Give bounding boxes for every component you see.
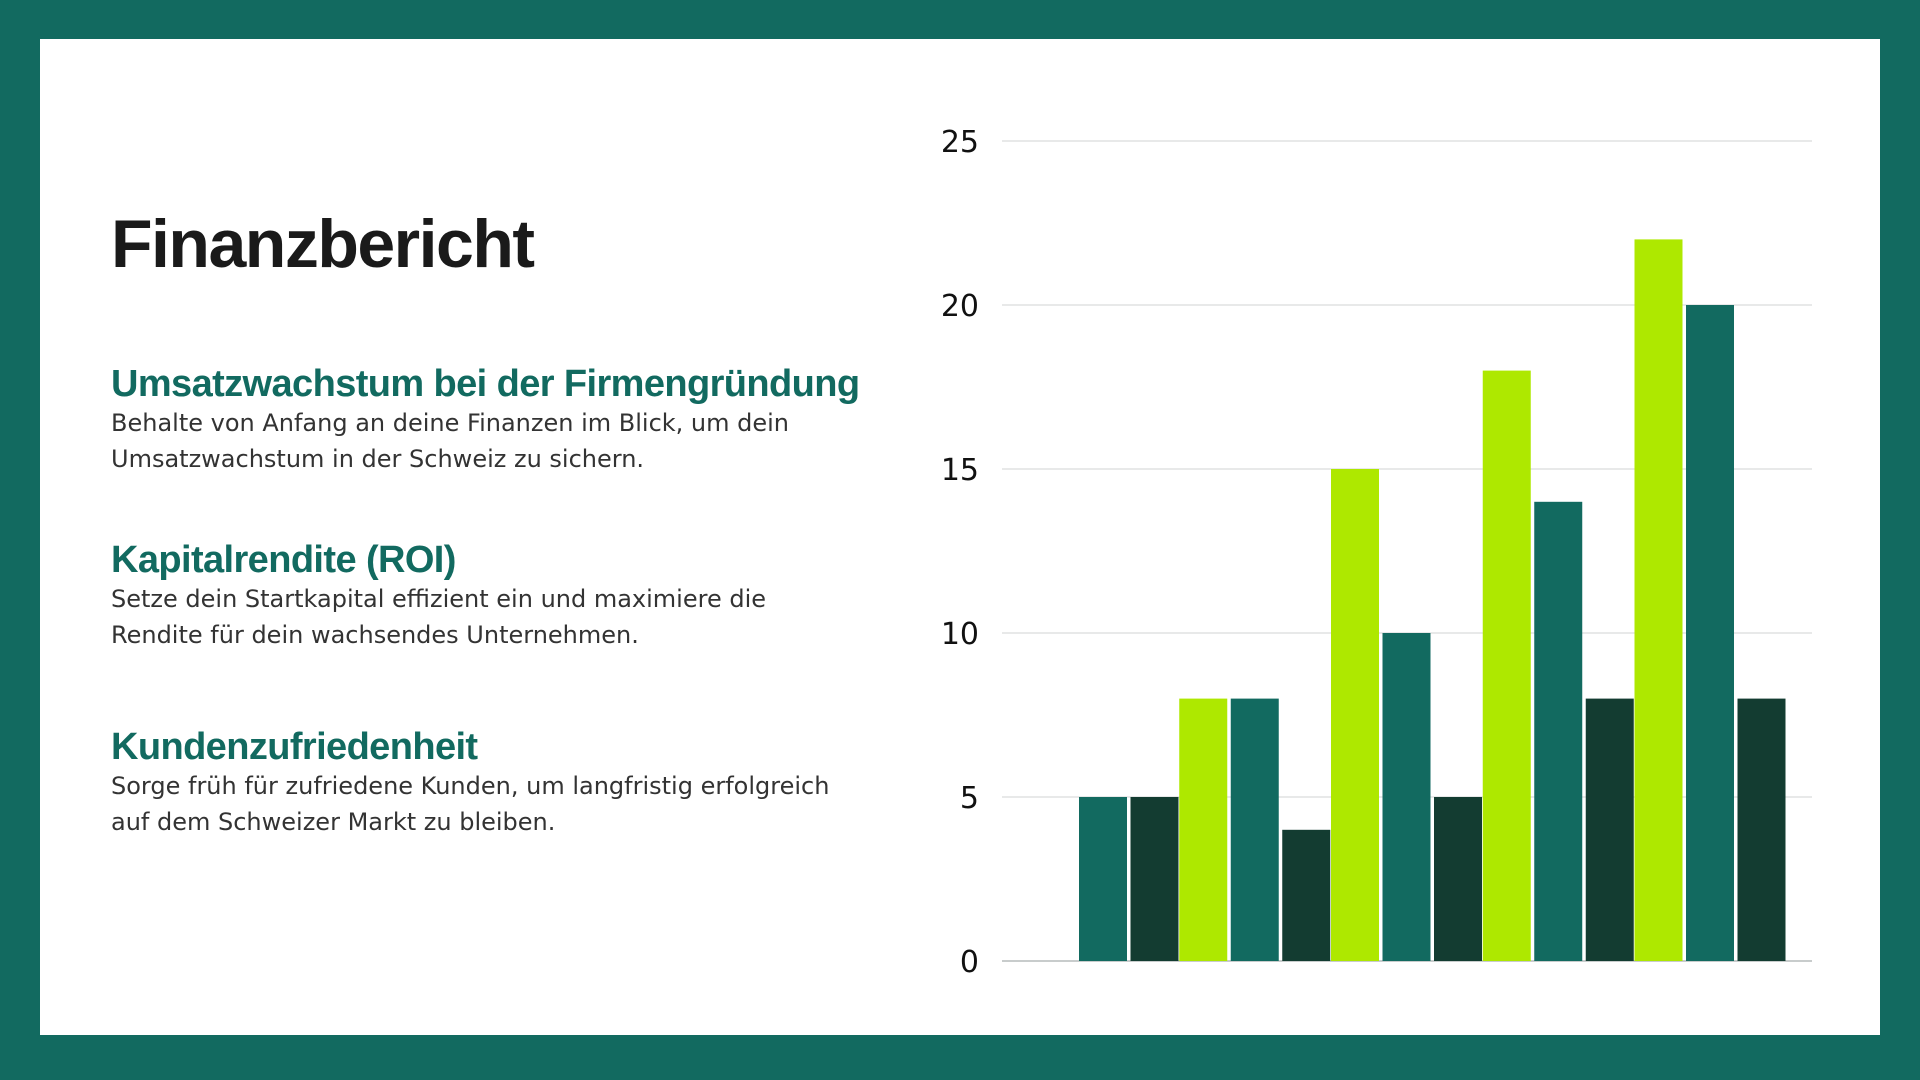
bar [1079, 797, 1127, 961]
bar [1686, 305, 1734, 961]
y-tick-label: 0 [960, 945, 979, 980]
section-text: Behalte von Anfang an deine Finanzen im … [111, 409, 790, 473]
section-text: Sorge früh für zufriedene Kunden, um lan… [111, 772, 830, 836]
y-tick-label: 25 [941, 125, 979, 160]
y-tick-label: 5 [960, 781, 979, 816]
y-tick-label: 20 [941, 289, 979, 324]
bar [1585, 698, 1634, 961]
y-axis-ticks: 0 5 10 15 20 25 [941, 125, 979, 980]
section-roi: Kapitalrendite (ROI) Setze dein Startkap… [111, 539, 931, 653]
section-heading: Kundenzufriedenheit [111, 726, 478, 768]
bar [1179, 698, 1228, 961]
bar [1634, 239, 1683, 961]
page-title: Finanzbericht [111, 206, 535, 282]
section-customer-satisfaction: Kundenzufriedenheit Sorge früh für zufri… [111, 726, 931, 840]
section-revenue-growth: Umsatzwachstum bei der Firmengründung Be… [111, 363, 931, 477]
bar [1434, 797, 1482, 961]
y-tick-label: 10 [941, 617, 979, 652]
bar [1331, 469, 1379, 961]
section-heading: Kapitalrendite (ROI) [111, 539, 456, 581]
bar [1482, 370, 1531, 962]
bar [1382, 633, 1431, 961]
bar [1130, 797, 1179, 961]
bar [1534, 501, 1583, 961]
bar [1282, 829, 1331, 961]
section-heading: Umsatzwachstum bei der Firmengründung [111, 363, 860, 405]
bar [1230, 698, 1279, 961]
bar [1737, 698, 1786, 961]
bars [1079, 239, 1786, 962]
section-text: Setze dein Startkapital effizient ein un… [111, 585, 767, 649]
y-tick-label: 15 [941, 453, 979, 488]
